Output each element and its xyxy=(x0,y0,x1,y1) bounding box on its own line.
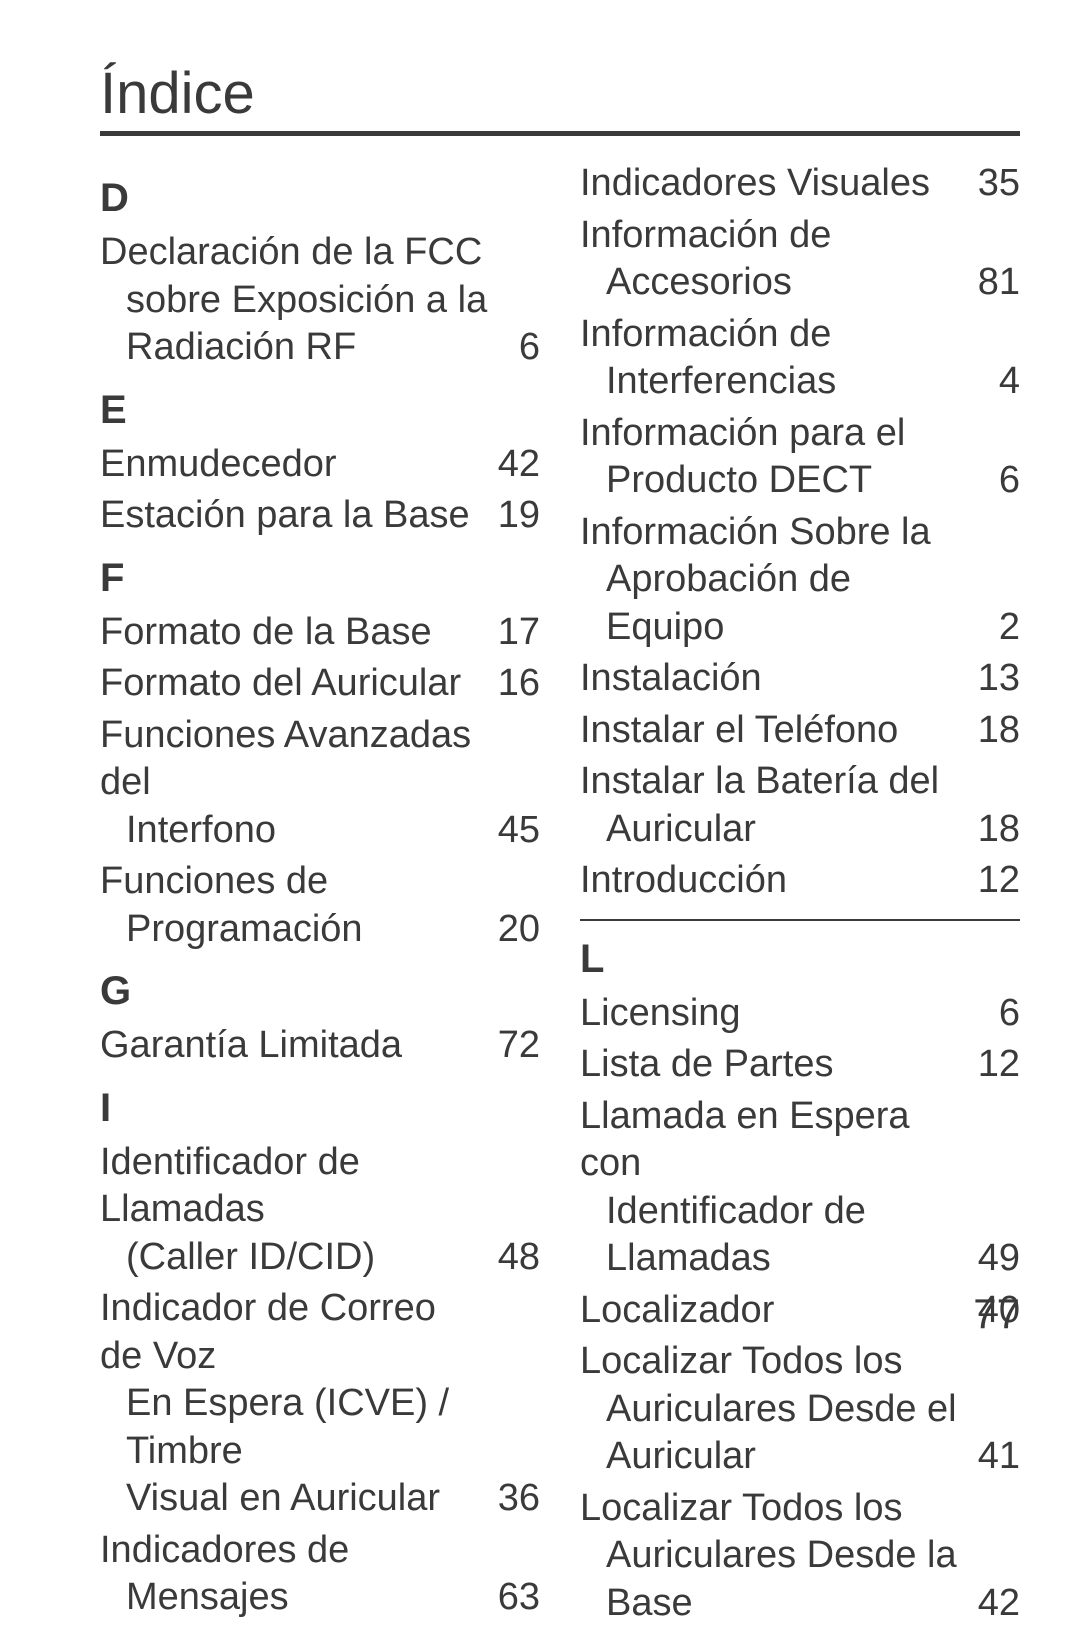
section-letter: D xyxy=(100,176,540,221)
index-entry-page: 81 xyxy=(958,259,1020,307)
index-entry: Declaración de la FCCsobre Exposición a … xyxy=(100,229,540,372)
index-entry: Localizar Todos losAuriculares Desde elA… xyxy=(580,1338,1020,1481)
index-entry: Instalar el Teléfono18 xyxy=(580,707,1020,755)
section-letter: L xyxy=(580,937,1020,982)
index-entry: Formato del Auricular16 xyxy=(100,660,540,708)
section-letter: E xyxy=(100,388,540,433)
index-entry-text: Localizar Todos losAuriculares Desde laB… xyxy=(580,1485,958,1628)
index-entry: Funciones Avanzadas delInterfono45 xyxy=(100,712,540,855)
index-entry-page: 42 xyxy=(958,1580,1020,1628)
section-letter: G xyxy=(100,969,540,1014)
index-entry-text: Introducción xyxy=(580,857,958,905)
index-entry-text: Localizador xyxy=(580,1287,958,1335)
index-entry-text: Localizar Todos losAuriculares Desde elA… xyxy=(580,1338,958,1481)
index-entry-page: 13 xyxy=(958,655,1020,703)
index-entry-text: Instalar el Teléfono xyxy=(580,707,958,755)
index-entry-text: Indicadores Visuales xyxy=(580,160,958,208)
index-entry-page: 6 xyxy=(979,990,1020,1038)
index-entry: Enmudecedor42 xyxy=(100,441,540,489)
index-entry-text: Información Sobre laAprobación de Equipo xyxy=(580,509,979,652)
index-entry-text: Información deAccesorios xyxy=(580,212,958,307)
index-entry-text: Enmudecedor xyxy=(100,441,478,489)
index-entry: Introducción12 xyxy=(580,857,1020,905)
index-entry: Garantía Limitada72 xyxy=(100,1022,540,1070)
index-entry: Indicadores Visuales35 xyxy=(580,160,1020,208)
page-title: Índice xyxy=(100,60,1020,136)
index-entry-page: 4 xyxy=(979,358,1020,406)
index-entry-page: 20 xyxy=(478,906,540,954)
index-entry: Estación para la Base19 xyxy=(100,492,540,540)
index-entry-text: Formato del Auricular xyxy=(100,660,478,708)
index-entry-page: 42 xyxy=(478,441,540,489)
index-entry: Funciones deProgramación20 xyxy=(100,858,540,953)
left-column: D Declaración de la FCCsobre Exposición a… xyxy=(100,160,540,1631)
index-entry-page: 36 xyxy=(478,1475,540,1523)
index-entry-text: Información para elProducto DECT xyxy=(580,410,979,505)
index-entry-text: Indicador de Correo de VozEn Espera (ICV… xyxy=(100,1285,478,1523)
index-entry-text: Instalación xyxy=(580,655,958,703)
index-columns: D Declaración de la FCCsobre Exposición a… xyxy=(100,160,1020,1631)
index-entry-text: Declaración de la FCCsobre Exposición a … xyxy=(100,229,499,372)
index-entry-text: Formato de la Base xyxy=(100,609,478,657)
section-letter: F xyxy=(100,556,540,601)
index-entry: Formato de la Base17 xyxy=(100,609,540,657)
index-entry: Indicador de Correo de VozEn Espera (ICV… xyxy=(100,1285,540,1523)
index-entry-text: Garantía Limitada xyxy=(100,1022,478,1070)
index-entry: Información deAccesorios81 xyxy=(580,212,1020,307)
index-entry-text: Funciones Avanzadas delInterfono xyxy=(100,712,478,855)
index-entry: Información para elProducto DECT6 xyxy=(580,410,1020,505)
index-entry-page: 19 xyxy=(478,492,540,540)
index-entry-page: 17 xyxy=(478,609,540,657)
index-entry-page: 6 xyxy=(499,324,540,372)
index-entry-page: 2 xyxy=(979,604,1020,652)
section-divider xyxy=(580,919,1020,921)
index-entry: Identificador de Llamadas(Caller ID/CID)… xyxy=(100,1139,540,1282)
index-entry-page: 49 xyxy=(958,1235,1020,1283)
index-entry-text: Identificador de Llamadas(Caller ID/CID) xyxy=(100,1139,478,1282)
index-entry-text: Información deInterferencias xyxy=(580,311,979,406)
index-entry-page: 18 xyxy=(958,707,1020,755)
index-entry-text: Indicadores deMensajes xyxy=(100,1527,478,1622)
index-entry-page: 48 xyxy=(478,1234,540,1282)
index-entry-page: 18 xyxy=(958,806,1020,854)
index-entry-text: Lista de Partes xyxy=(580,1041,958,1089)
index-entry-page: 35 xyxy=(958,160,1020,208)
index-entry: Indicadores deMensajes63 xyxy=(100,1527,540,1622)
index-entry: Lista de Partes12 xyxy=(580,1041,1020,1089)
index-entry: Localizador40 xyxy=(580,1287,1020,1335)
index-entry-text: Licensing xyxy=(580,990,979,1038)
index-entry-page: 12 xyxy=(958,1041,1020,1089)
index-entry-text: Instalar la Batería delAuricular xyxy=(580,758,958,853)
index-entry-text: Funciones deProgramación xyxy=(100,858,478,953)
index-entry: Información deInterferencias4 xyxy=(580,311,1020,406)
right-column: Indicadores Visuales35Información deAcce… xyxy=(580,160,1020,1631)
index-entry: Licensing6 xyxy=(580,990,1020,1038)
index-entry: Instalar la Batería delAuricular18 xyxy=(580,758,1020,853)
index-entry-page: 41 xyxy=(958,1433,1020,1481)
index-entry-text: Estación para la Base xyxy=(100,492,478,540)
index-entry-page: 16 xyxy=(478,660,540,708)
index-entry-page: 45 xyxy=(478,807,540,855)
index-entry-page: 6 xyxy=(979,457,1020,505)
index-entry: Información Sobre laAprobación de Equipo… xyxy=(580,509,1020,652)
index-entry-text: Llamada en Espera conIdentificador deLla… xyxy=(580,1093,958,1283)
index-entry-page: 72 xyxy=(478,1022,540,1070)
page-number: 77 xyxy=(973,1290,1020,1338)
section-letter: I xyxy=(100,1086,540,1131)
index-entry-page: 63 xyxy=(478,1574,540,1622)
index-entry-page: 12 xyxy=(958,857,1020,905)
index-entry: Localizar Todos losAuriculares Desde laB… xyxy=(580,1485,1020,1628)
index-entry: Instalación13 xyxy=(580,655,1020,703)
index-entry: Llamada en Espera conIdentificador deLla… xyxy=(580,1093,1020,1283)
